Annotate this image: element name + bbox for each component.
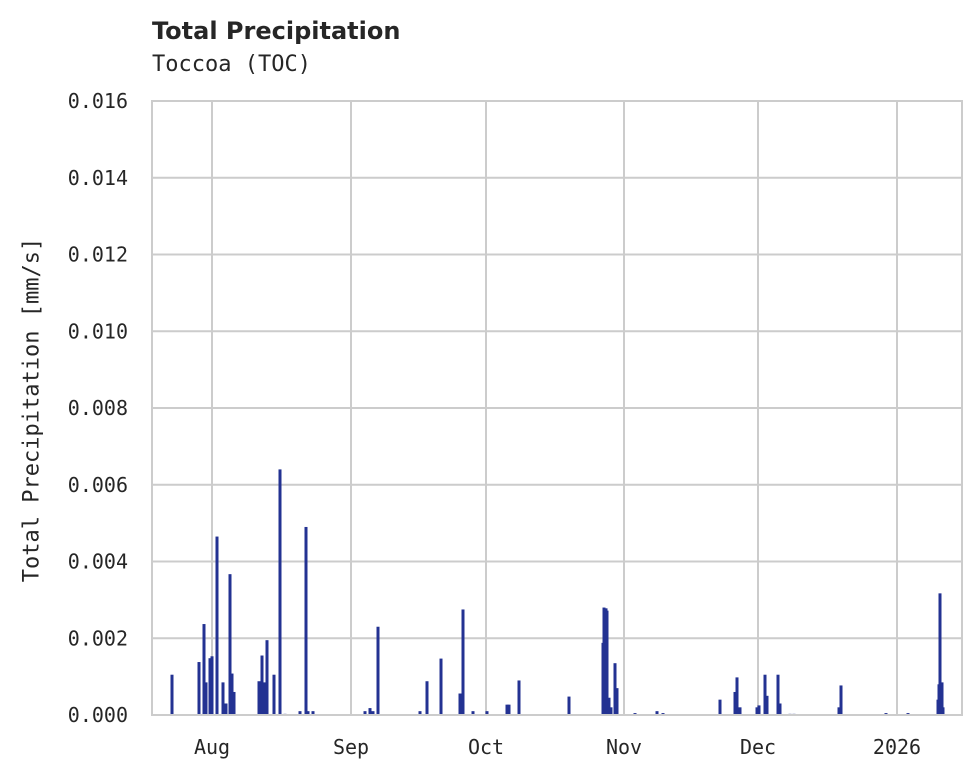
precip-bar (265, 640, 269, 715)
precip-bar (221, 682, 225, 715)
precip-bar (507, 704, 511, 715)
precip-bar (718, 699, 722, 715)
precip-bar (655, 711, 659, 715)
precip-bar (439, 658, 443, 715)
precip-bar (204, 682, 208, 715)
x-tick-label: Dec (740, 735, 776, 759)
precip-bar (425, 681, 429, 715)
x-tick-label: Sep (333, 735, 369, 759)
x-tick-label: Nov (606, 735, 642, 759)
precip-bar (757, 705, 761, 715)
precip-bar (306, 711, 310, 715)
precip-bar (839, 685, 843, 715)
precip-bar (232, 691, 236, 715)
x-axis-ticks: Aug Sep Oct Nov Dec 2026 (194, 735, 921, 759)
precip-bar (202, 624, 206, 715)
precip-bar (363, 711, 367, 715)
y-axis-ticks: 0.000 0.002 0.004 0.006 0.008 0.010 0.012 0.014… (68, 89, 128, 727)
precip-bar (262, 682, 266, 715)
precip-bar (738, 707, 742, 715)
y-tick-label: 0.002 (68, 626, 128, 650)
y-tick-label: 0.006 (68, 473, 128, 497)
precip-bar (755, 707, 759, 715)
precip-bar (311, 711, 315, 715)
y-tick-label: 0.016 (68, 89, 128, 113)
precip-bar (517, 680, 521, 715)
precip-bar (418, 711, 422, 715)
precip-bar (607, 697, 611, 715)
precip-bar (505, 704, 509, 715)
y-tick-label: 0.004 (68, 550, 128, 574)
precip-bar (837, 707, 841, 715)
precip-bar (260, 655, 264, 715)
precip-bar (197, 662, 201, 715)
precip-bar (230, 673, 234, 715)
precip-bar (272, 674, 276, 715)
precip-bar (278, 469, 282, 715)
precip-bar (938, 593, 942, 715)
precip-bar (210, 656, 214, 715)
x-tick-label: Oct (468, 735, 504, 759)
y-tick-label: 0.008 (68, 396, 128, 420)
precip-bar (461, 609, 465, 715)
precip-bar (941, 707, 945, 715)
precip-bar (471, 711, 475, 715)
precip-bar (228, 574, 232, 715)
precip-bar (368, 708, 372, 715)
precip-bar (609, 707, 613, 715)
precip-bar (298, 711, 302, 715)
precip-bar (458, 693, 462, 715)
chart-title: Total Precipitation (152, 17, 401, 45)
precip-bar (605, 610, 609, 715)
precip-bar (735, 677, 739, 715)
precip-bar (304, 526, 308, 715)
precip-bar (940, 682, 944, 715)
precip-bar (776, 674, 780, 715)
chart-subtitle: Toccoa (TOC) (152, 52, 311, 77)
precip-bar (763, 674, 767, 715)
precipitation-bars (170, 469, 945, 715)
precip-bar (170, 674, 174, 715)
precip-bar (567, 696, 571, 715)
x-tick-label: 2026 (873, 735, 921, 759)
precip-bar (208, 658, 212, 715)
precip-bar (224, 703, 228, 715)
precip-bar (371, 711, 375, 715)
y-tick-label: 0.000 (68, 703, 128, 727)
y-tick-label: 0.012 (68, 243, 128, 267)
precip-bar (615, 688, 619, 715)
y-tick-label: 0.014 (68, 166, 128, 190)
x-tick-label: Aug (194, 735, 230, 759)
precip-bar (376, 626, 380, 715)
plot-frame (151, 100, 963, 716)
precip-bar (485, 711, 489, 715)
y-tick-label: 0.010 (68, 319, 128, 343)
precip-bar (257, 681, 261, 715)
precip-bar (765, 695, 769, 715)
precip-bar (733, 691, 737, 715)
precip-bar (215, 536, 219, 715)
precip-bar (602, 607, 606, 715)
precip-bar (613, 663, 617, 715)
precip-bar (778, 703, 782, 715)
gridlines (152, 100, 962, 716)
